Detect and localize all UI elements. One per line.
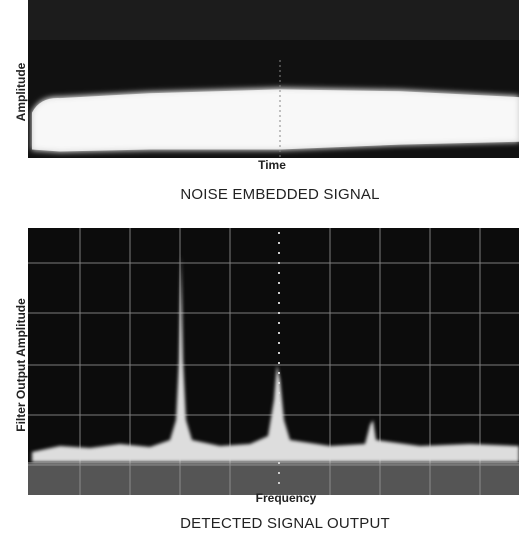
- caption: NOISE EMBEDDED SIGNAL: [180, 186, 379, 203]
- noise-panel: Amplitude Time NOISE EMBEDDED SIGNAL: [14, 0, 519, 203]
- scope-shade: [28, 0, 519, 40]
- y-axis-label: Amplitude: [14, 62, 28, 121]
- caption: DETECTED SIGNAL OUTPUT: [180, 515, 390, 532]
- filter-panel: Filter Output Amplitude Frequency DETECT…: [14, 228, 519, 532]
- scope-bottom-band: [28, 462, 519, 495]
- x-axis-label: Time: [258, 158, 286, 172]
- x-axis-label: Frequency: [256, 491, 317, 505]
- y-axis-label: Filter Output Amplitude: [14, 298, 28, 432]
- spectrum-trace: [32, 255, 519, 462]
- noise-core: [32, 89, 519, 152]
